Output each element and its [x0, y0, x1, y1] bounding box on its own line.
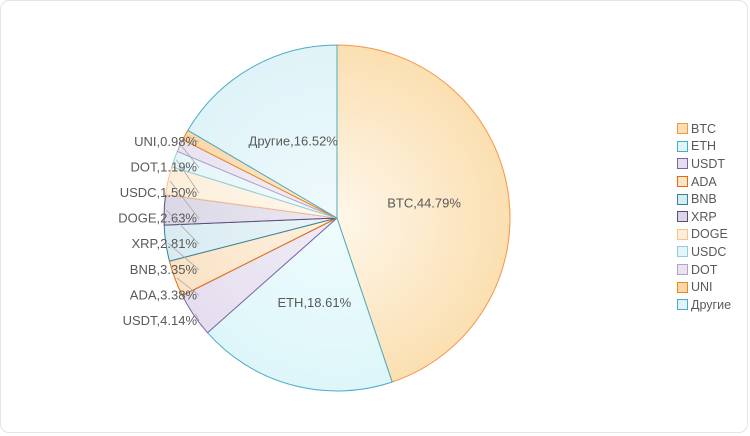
pie-slice-btc[interactable] — [336, 44, 511, 383]
data-label-xrp: XRP,2.81% — [131, 236, 197, 251]
leader-line-uni — [186, 135, 200, 143]
legend-swatch-btc — [677, 123, 688, 135]
data-label-bnb: BNB,3.35% — [130, 262, 198, 277]
legend-item-xrp[interactable]: XRP — [677, 208, 731, 226]
data-label-dot: DOT,1.19% — [131, 160, 198, 175]
legend-item-eth[interactable]: ETH — [677, 138, 731, 156]
legend-swatch-usdt — [677, 158, 688, 170]
legend-label: ETH — [691, 139, 716, 154]
legend-label: UNI — [691, 280, 713, 295]
legend-item-другие[interactable]: Другие — [677, 296, 731, 314]
legend-label: USDT — [691, 156, 726, 171]
legend-swatch-usdc — [677, 246, 688, 258]
legend-swatch-doge — [677, 228, 688, 240]
legend-swatch-xrp — [677, 211, 688, 223]
legend-swatch-uni — [677, 281, 688, 293]
data-label-uni: UNI,0.98% — [134, 134, 197, 149]
pie-slice-другие[interactable] — [187, 44, 338, 219]
data-label-btc: BTC,44.79% — [387, 196, 461, 211]
legend-swatch-dot — [677, 264, 688, 276]
data-label-другие: Другие,16.52% — [249, 133, 339, 148]
legend-swatch-ada — [677, 176, 688, 188]
legend-label: BNB — [691, 192, 717, 207]
legend-item-uni[interactable]: UNI — [677, 278, 731, 296]
leader-line-ada — [176, 277, 200, 296]
legend-label: DOT — [691, 262, 718, 277]
leader-line-bnb — [167, 242, 200, 271]
legend-item-usdc[interactable]: USDC — [677, 243, 731, 261]
leader-line-usdt — [195, 313, 200, 322]
data-label-usdt: USDT,4.14% — [123, 313, 198, 328]
legend-label: Другие — [691, 297, 732, 312]
legend-label: XRP — [691, 209, 717, 224]
legend-item-dot[interactable]: DOT — [677, 261, 731, 279]
legend-item-btc[interactable]: BTC — [677, 120, 731, 138]
data-label-eth: ETH,18.61% — [277, 295, 351, 310]
legend-item-usdt[interactable]: USDT — [677, 155, 731, 173]
leader-line-doge — [169, 180, 200, 219]
legend-item-ada[interactable]: ADA — [677, 173, 731, 191]
legend-item-doge[interactable]: DOGE — [677, 226, 731, 244]
legend-item-bnb[interactable]: BNB — [677, 190, 731, 208]
leader-line-xrp — [165, 209, 200, 245]
legend-label: ADA — [691, 174, 717, 189]
legend-label: USDC — [691, 244, 727, 259]
legend-swatch-другие — [677, 299, 688, 311]
legend-swatch-bnb — [677, 193, 688, 205]
data-label-usdc: USDC,1.50% — [120, 185, 198, 200]
legend-label: BTC — [691, 121, 716, 136]
legend-label: DOGE — [691, 227, 728, 242]
data-label-ada: ADA,3.38% — [130, 287, 198, 302]
data-label-doge: DOGE,2.63% — [118, 211, 197, 226]
leader-line-dot — [181, 146, 200, 168]
leader-line-usdc — [175, 159, 200, 194]
legend-swatch-eth — [677, 140, 688, 152]
chart-legend: BTC ETH USDT ADA BNB XRP DOGE USDC DOT UNI Другие — [677, 120, 731, 314]
pie-slice-eth[interactable] — [206, 217, 393, 392]
